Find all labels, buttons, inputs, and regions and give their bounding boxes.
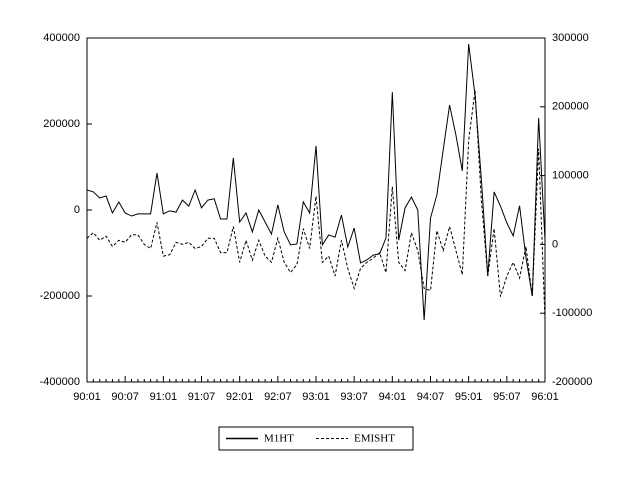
y-tick-label: 400000: [43, 32, 80, 44]
y2-tick-label: 0: [552, 238, 558, 250]
y2-tick-label: 300000: [552, 32, 589, 44]
x-tick-label: 93:01: [302, 391, 330, 403]
y-tick-label: 0: [74, 204, 80, 216]
y-tick-label: -400000: [40, 376, 80, 388]
legend-label: EMISHT: [354, 433, 395, 445]
x-tick-label: 93:07: [340, 391, 368, 403]
x-tick-label: 92:07: [264, 391, 292, 403]
x-tick-label: 96:01: [531, 391, 559, 403]
x-tick-label: 91:01: [150, 391, 178, 403]
x-tick-label: 91:07: [188, 391, 216, 403]
x-tick-label: 95:01: [455, 391, 483, 403]
x-tick-label: 90:07: [111, 391, 139, 403]
y-tick-label: 200000: [43, 118, 80, 130]
x-tick-label: 94:07: [417, 391, 445, 403]
series-line: [86, 43, 546, 321]
x-tick-label: 90:01: [73, 391, 101, 403]
x-tick-label: 95:07: [493, 391, 521, 403]
series-line: [86, 90, 546, 321]
y2-tick-label: -100000: [552, 307, 592, 319]
x-tick-label: 94:01: [379, 391, 407, 403]
y2-tick-label: 100000: [552, 170, 589, 182]
legend-label: M1HT: [264, 433, 294, 445]
plot-frame: [86, 37, 546, 383]
y2-tick-label: 200000: [552, 101, 589, 113]
x-tick-label: 92:01: [226, 391, 254, 403]
y-tick-label: -200000: [40, 290, 80, 302]
y2-tick-label: -200000: [552, 376, 592, 388]
